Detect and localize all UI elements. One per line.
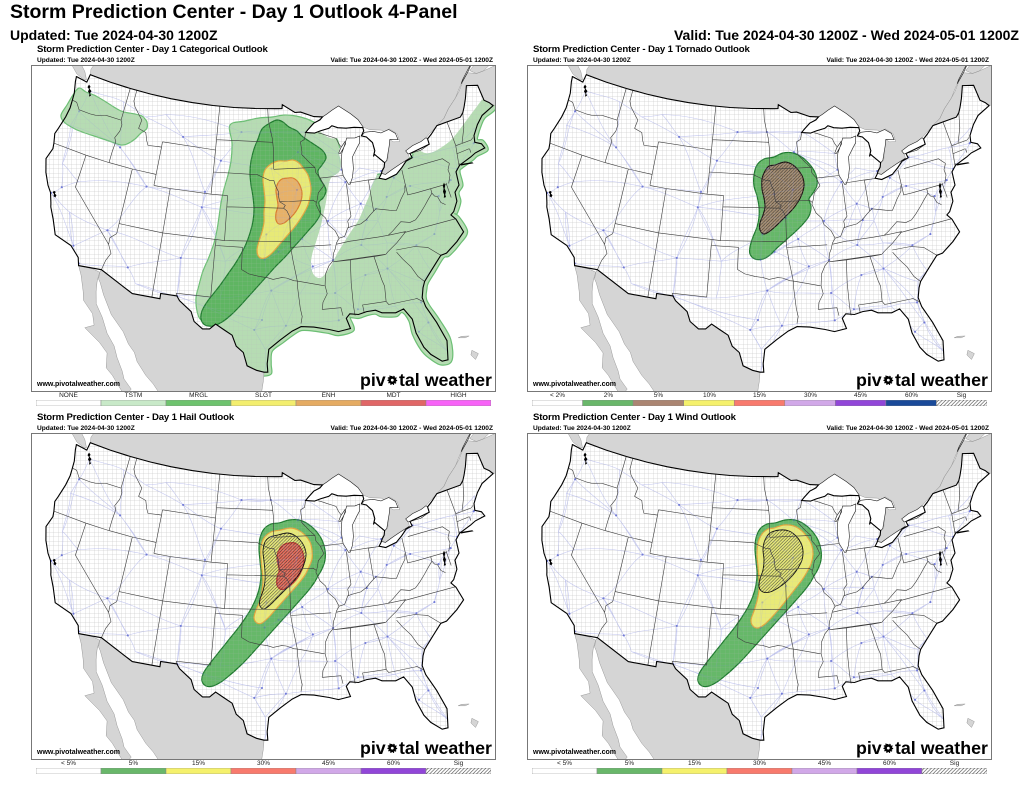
svg-text:piv: piv <box>856 370 882 390</box>
svg-text:tal weather: tal weather <box>399 738 492 758</box>
svg-text:piv: piv <box>360 370 386 390</box>
svg-text:tal weather: tal weather <box>895 738 988 758</box>
svg-text:tal weather: tal weather <box>895 370 988 390</box>
svg-text:piv: piv <box>856 738 882 758</box>
svg-text:piv: piv <box>360 738 386 758</box>
svg-text:tal weather: tal weather <box>399 370 492 390</box>
